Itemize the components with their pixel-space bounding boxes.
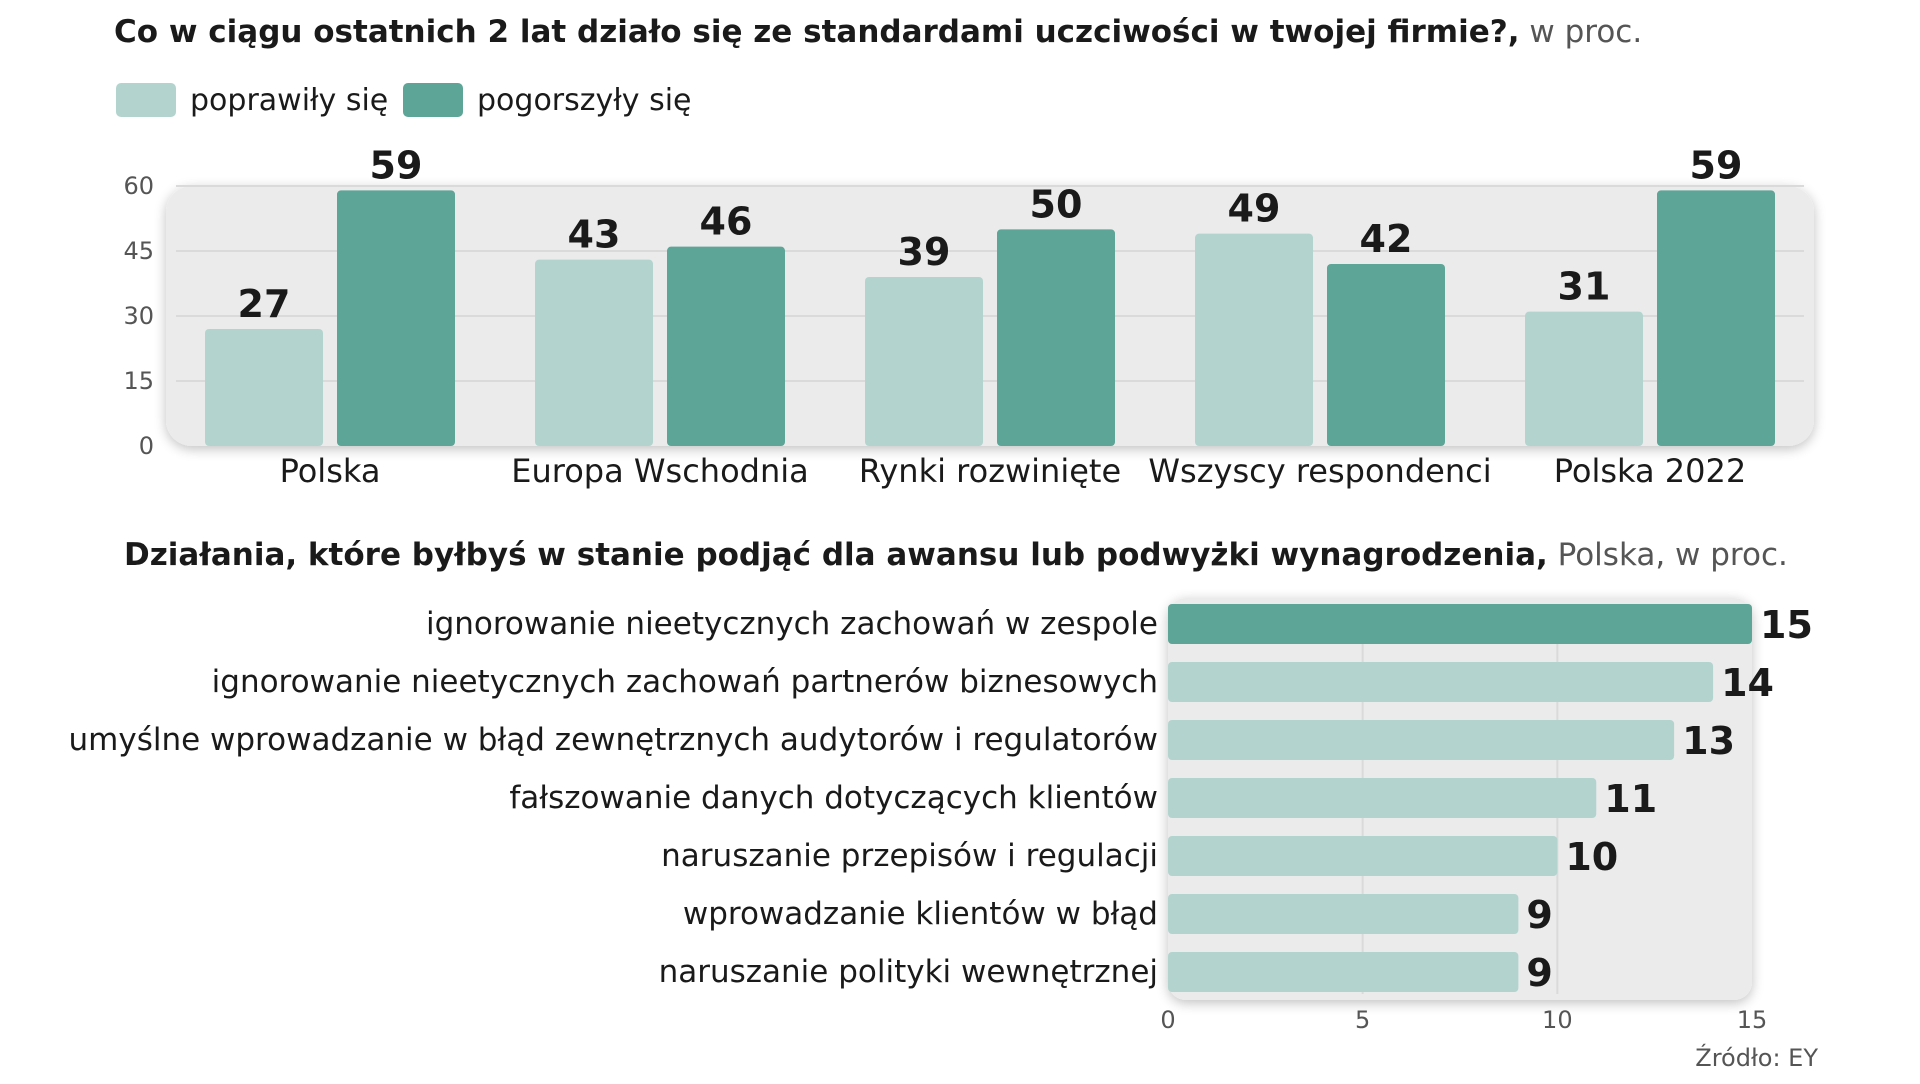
- chart1-value-label: 42: [1360, 217, 1413, 261]
- chart2-bar: [1168, 720, 1675, 760]
- source-note: Źródło: EY: [1695, 1043, 1818, 1072]
- chart1-value-label: 59: [370, 143, 423, 187]
- chart2-x-axis: 0 5 10 15: [1160, 1006, 1767, 1034]
- chart2-category-label: ignorowanie nieetycznych zachowań partne…: [212, 664, 1158, 700]
- chart2-bar: [1168, 952, 1519, 992]
- chart1-title-line: Co w ciągu ostatnich 2 lat działo się ze…: [114, 14, 1642, 50]
- chart1-y-tick-label: 60: [123, 172, 154, 200]
- chart2-bar: [1168, 604, 1752, 644]
- chart2-x-tick-label: 0: [1160, 1006, 1175, 1034]
- chart1-title: Co w ciągu ostatnich 2 lat działo się ze…: [114, 14, 1520, 50]
- chart2-value-label: 14: [1721, 661, 1774, 705]
- chart2-value-label: 11: [1604, 777, 1657, 821]
- legend-swatch-worsened: [403, 83, 463, 117]
- chart1-value-label: 39: [898, 230, 951, 274]
- chart2-title-line: Działania, które byłbyś w stanie podjąć …: [124, 537, 1788, 573]
- chart2-value-label: 13: [1682, 719, 1735, 763]
- chart1-value-label: 59: [1690, 143, 1743, 187]
- chart1-bar: [997, 229, 1115, 446]
- chart1-value-label: 50: [1030, 182, 1083, 226]
- chart1-y-tick-label: 0: [139, 432, 154, 460]
- chart2-x-tick-label: 10: [1542, 1006, 1573, 1034]
- chart1-bar: [337, 190, 455, 446]
- chart2-category-label: wprowadzanie klientów w błąd: [683, 896, 1158, 932]
- chart2-value-label: 9: [1526, 951, 1552, 995]
- chart2-x-tick-label: 15: [1737, 1006, 1768, 1034]
- chart1-value-label: 46: [700, 200, 753, 244]
- chart1-category-label: Polska 2022: [1554, 452, 1746, 490]
- legend-swatch-improved: [116, 83, 176, 117]
- chart1-bar: [667, 246, 785, 446]
- chart2-value-label: 15: [1760, 603, 1813, 647]
- chart2-value-label: 10: [1565, 835, 1618, 879]
- chart1-value-label: 49: [1228, 187, 1281, 231]
- chart1-value-label: 43: [568, 213, 621, 257]
- legend-label-improved: poprawiły się: [190, 83, 388, 118]
- chart1-bar: [1195, 233, 1313, 446]
- chart1-bar: [1327, 264, 1445, 446]
- chart2-category-label: ignorowanie nieetycznych zachowań w zesp…: [426, 606, 1158, 642]
- chart1-bar: [205, 329, 323, 446]
- chart2-category-label: umyślne wprowadzanie w błąd zewnętrznych…: [69, 722, 1159, 758]
- chart2-value-label: 9: [1526, 893, 1552, 937]
- chart1-y-tick-label: 30: [123, 302, 154, 330]
- chart1-bar: [1657, 190, 1775, 446]
- chart1-y-axis: 0 15 30 45 60: [123, 172, 154, 460]
- chart2-title: Działania, które byłbyś w stanie podjąć …: [124, 537, 1548, 573]
- legend-label-worsened: pogorszyły się: [477, 83, 692, 118]
- chart1-category-label: Rynki rozwinięte: [859, 452, 1121, 490]
- chart2-bar: [1168, 662, 1714, 702]
- chart2-bar: [1168, 894, 1519, 934]
- chart2-bars: ignorowanie nieetycznych zachowań w zesp…: [69, 603, 1813, 995]
- chart1-subtitle: w proc.: [1520, 14, 1643, 50]
- chart1-category-label: Polska: [280, 452, 381, 490]
- chart2-bar: [1168, 778, 1597, 818]
- chart1-bar: [1525, 311, 1643, 446]
- chart2-subtitle: Polska, w proc.: [1548, 537, 1788, 573]
- chart1-value-label: 27: [238, 282, 291, 326]
- chart2-category-label: naruszanie przepisów i regulacji: [661, 838, 1158, 874]
- chart1-value-label: 31: [1558, 265, 1611, 309]
- chart2-bar: [1168, 836, 1558, 876]
- chart1-bar: [865, 277, 983, 446]
- chart2-category-label: fałszowanie danych dotyczących klientów: [509, 780, 1158, 816]
- chart1-category-label: Europa Wschodnia: [511, 452, 808, 490]
- chart1-bars: 27 59 43 46 39 50 49 42 31 59: [205, 143, 1775, 446]
- chart2-x-tick-label: 5: [1355, 1006, 1370, 1034]
- chart1-y-tick-label: 45: [123, 237, 154, 265]
- chart1-y-tick-label: 15: [123, 367, 154, 395]
- chart1-x-axis: Polska Europa Wschodnia Rynki rozwinięte Ws…: [280, 452, 1747, 490]
- chart1-legend: poprawiły się pogorszyły się: [116, 83, 692, 118]
- chart2-category-label: naruszanie polityki wewnętrznej: [659, 954, 1158, 990]
- chart1-bar: [535, 259, 653, 446]
- chart1-category-label: Wszyscy respondenci: [1148, 452, 1491, 490]
